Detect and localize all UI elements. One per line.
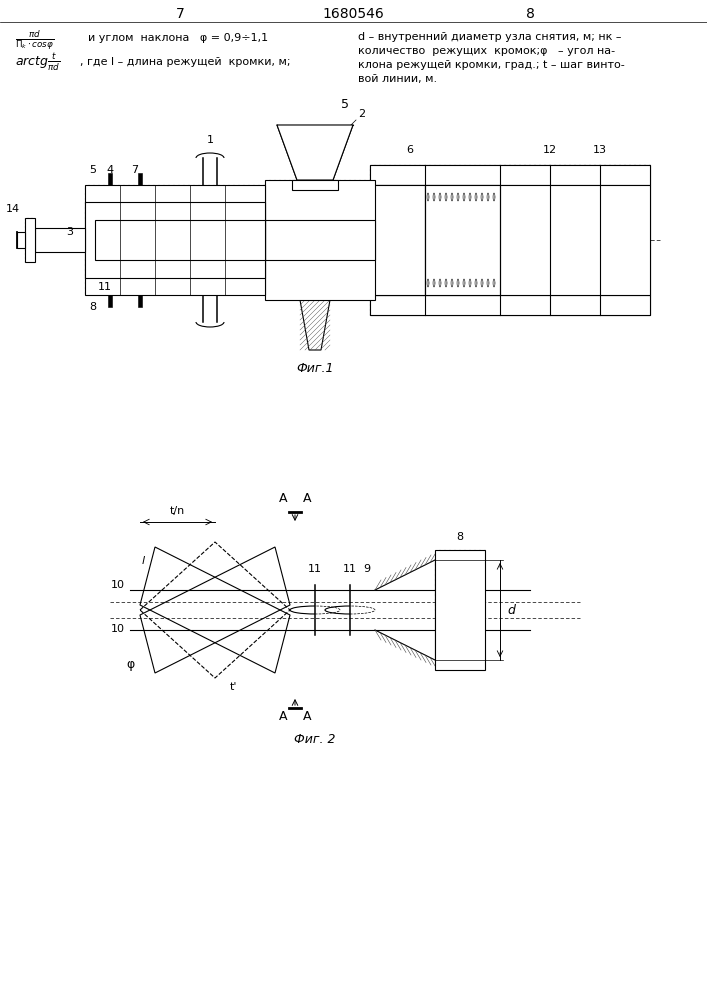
Text: $\frac{\pi d}{\Pi_k \cdot cos\varphi}$: $\frac{\pi d}{\Pi_k \cdot cos\varphi}$ [15, 28, 54, 52]
Text: и углом  наклона   φ = 0,9÷1,1: и углом наклона φ = 0,9÷1,1 [88, 33, 268, 43]
Text: вой линии, м.: вой линии, м. [358, 74, 437, 84]
Text: 11: 11 [98, 282, 112, 292]
Text: 5: 5 [90, 165, 96, 175]
Text: 2: 2 [358, 109, 365, 119]
Text: A: A [303, 492, 311, 505]
Text: 10: 10 [111, 624, 125, 634]
Text: A: A [279, 710, 287, 723]
Text: 1680546: 1680546 [322, 7, 384, 21]
Bar [17, 232, 25, 248]
Text: d: d [507, 603, 515, 616]
Bar [370, 295, 650, 315]
Text: d – внутренний диаметр узла снятия, м; нк –: d – внутренний диаметр узла снятия, м; н… [358, 32, 621, 42]
Text: Фиг. 2: Фиг. 2 [294, 733, 336, 746]
Text: 9: 9 [363, 564, 370, 574]
Bar [370, 185, 425, 295]
Text: Фиг.1: Фиг.1 [296, 362, 334, 375]
Text: 4: 4 [107, 165, 114, 175]
Text: 1: 1 [206, 135, 214, 145]
Bar [292, 180, 338, 190]
Text: φ: φ [127, 658, 135, 671]
Text: 11: 11 [308, 564, 322, 574]
Bar [370, 185, 650, 295]
Bar [138, 173, 142, 185]
Bar [95, 220, 265, 260]
Text: 7: 7 [175, 7, 185, 21]
Text: 5: 5 [341, 98, 349, 111]
Text: 11: 11 [343, 564, 357, 574]
Bar [370, 165, 650, 185]
Text: t/n: t/n [170, 506, 185, 516]
Bar [108, 295, 112, 307]
Bar [425, 185, 500, 295]
Text: 8: 8 [90, 302, 97, 312]
Polygon shape [277, 125, 353, 180]
Text: 8: 8 [457, 532, 464, 542]
Bar [297, 180, 333, 185]
Text: A: A [303, 710, 311, 723]
Bar [435, 550, 485, 670]
Text: 8: 8 [525, 7, 534, 21]
Text: 10: 10 [111, 580, 125, 590]
Text: 3: 3 [66, 227, 74, 237]
Bar [108, 173, 112, 185]
Text: клона режущей кромки, град.; t – шаг винто-: клона режущей кромки, град.; t – шаг вин… [358, 60, 625, 70]
Text: 7: 7 [132, 165, 139, 175]
Bar [265, 180, 375, 300]
Text: l: l [141, 556, 144, 566]
Text: 14: 14 [6, 204, 20, 214]
Text: 12: 12 [543, 145, 557, 155]
Text: $arctg\frac{t}{\pi d}$: $arctg\frac{t}{\pi d}$ [15, 51, 60, 73]
Bar [35, 228, 85, 252]
Text: , где l – длина режущей  кромки, м;: , где l – длина режущей кромки, м; [80, 57, 291, 67]
Text: A: A [279, 492, 287, 505]
Bar [25, 218, 35, 262]
Polygon shape [300, 300, 330, 350]
Text: 13: 13 [593, 145, 607, 155]
Bar [138, 295, 142, 307]
Bar [85, 202, 265, 278]
Text: 6: 6 [407, 145, 414, 155]
Bar [265, 220, 375, 260]
Bar [370, 165, 650, 315]
Text: количество  режущих  кромок;φ   – угол на-: количество режущих кромок;φ – угол на- [358, 46, 615, 56]
Text: t': t' [229, 682, 237, 692]
Bar [85, 185, 265, 295]
